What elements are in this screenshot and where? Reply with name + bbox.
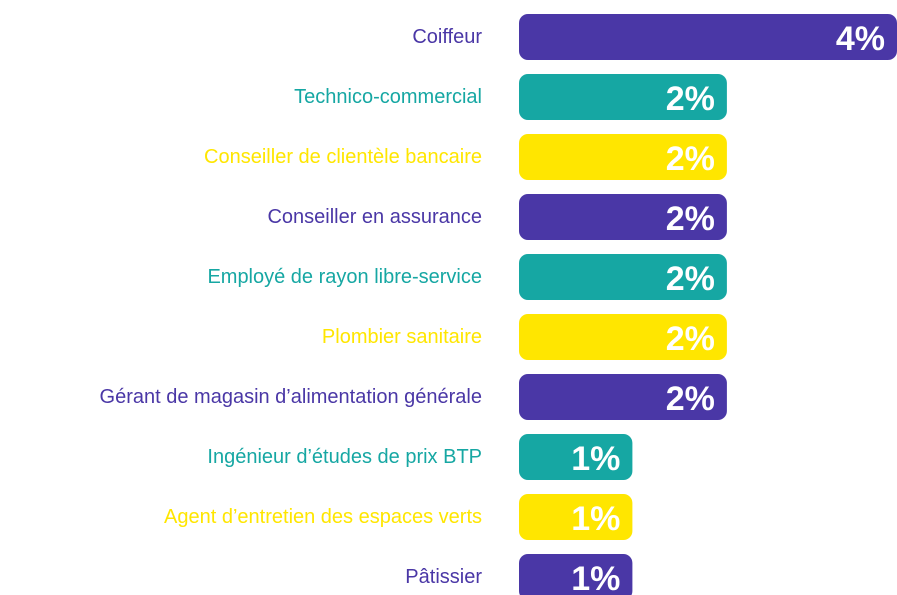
bar	[519, 194, 727, 240]
value-label: 2%	[666, 260, 715, 298]
bar	[519, 14, 897, 60]
bar	[519, 374, 727, 420]
bar	[519, 254, 727, 300]
bar	[519, 74, 727, 120]
bar	[519, 434, 633, 480]
value-label: 1%	[571, 440, 620, 478]
value-label: 2%	[666, 320, 715, 358]
category-label: Gérant de magasin d’alimentation général…	[100, 386, 482, 408]
bar	[519, 494, 633, 540]
bar	[519, 134, 727, 180]
category-label: Plombier sanitaire	[322, 326, 482, 348]
value-label: 2%	[666, 380, 715, 418]
category-label: Employé de rayon libre-service	[207, 266, 482, 288]
category-label: Pâtissier	[405, 566, 482, 588]
category-label: Agent d’entretien des espaces verts	[164, 506, 482, 528]
value-label: 2%	[666, 140, 715, 178]
value-label: 2%	[666, 80, 715, 118]
category-label: Coiffeur	[412, 26, 482, 48]
category-label: Ingénieur d’études de prix BTP	[207, 446, 482, 468]
value-label: 2%	[666, 200, 715, 238]
value-label: 4%	[836, 20, 885, 58]
category-label: Conseiller de clientèle bancaire	[204, 146, 482, 168]
category-label: Conseiller en assurance	[267, 206, 482, 228]
bar	[519, 314, 727, 360]
value-label: 1%	[571, 560, 620, 595]
bar	[519, 554, 633, 595]
category-label: Technico-commercial	[294, 86, 482, 108]
value-label: 1%	[571, 500, 620, 538]
